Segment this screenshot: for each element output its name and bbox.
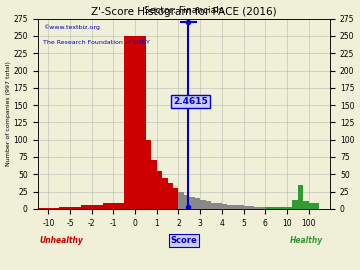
Bar — [195, 198, 200, 209]
Text: Score: Score — [171, 236, 197, 245]
Bar — [173, 188, 179, 209]
Bar — [233, 205, 238, 209]
Bar — [298, 185, 303, 209]
Bar — [271, 207, 276, 209]
Bar — [216, 203, 222, 209]
Bar — [282, 207, 287, 209]
Bar — [260, 207, 265, 209]
Bar — [303, 201, 309, 209]
Bar — [146, 140, 151, 209]
Bar — [265, 207, 271, 209]
Bar — [162, 178, 168, 209]
Bar — [184, 195, 189, 209]
Text: The Research Foundation of SUNY: The Research Foundation of SUNY — [44, 40, 150, 45]
Bar — [124, 36, 146, 209]
Bar — [37, 208, 59, 209]
Text: Unhealthy: Unhealthy — [39, 236, 83, 245]
Bar — [151, 160, 157, 209]
Bar — [81, 205, 103, 209]
Bar — [168, 183, 173, 209]
Bar — [206, 201, 211, 209]
Text: Sector: Financials: Sector: Financials — [144, 6, 224, 15]
Bar — [292, 200, 298, 209]
Bar — [249, 206, 255, 209]
Text: ©www.textbiz.org: ©www.textbiz.org — [44, 24, 100, 30]
Y-axis label: Number of companies (997 total): Number of companies (997 total) — [5, 61, 10, 166]
Bar — [276, 207, 282, 209]
Bar — [189, 197, 195, 209]
Bar — [222, 204, 227, 209]
Bar — [211, 202, 216, 209]
Bar — [227, 205, 233, 209]
Bar — [255, 207, 260, 209]
Bar — [179, 191, 184, 209]
Bar — [287, 207, 292, 209]
Bar — [309, 203, 319, 209]
Bar — [243, 206, 249, 209]
Text: 2.4615: 2.4615 — [173, 97, 208, 106]
Bar — [200, 200, 206, 209]
Bar — [59, 207, 81, 209]
Bar — [238, 205, 243, 209]
Text: Healthy: Healthy — [290, 236, 323, 245]
Bar — [103, 202, 124, 209]
Bar — [157, 171, 162, 209]
Title: Z'-Score Histogram for PACE (2016): Z'-Score Histogram for PACE (2016) — [91, 6, 277, 16]
